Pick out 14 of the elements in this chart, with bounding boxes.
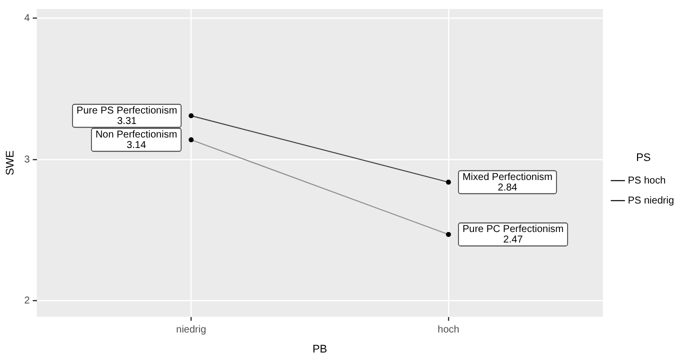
x-axis-title: PB [312, 343, 328, 356]
y-tick-label: 2 [24, 296, 30, 307]
legend-label: PS hoch [628, 175, 666, 186]
x-tick-label: niedrig [176, 324, 206, 336]
y-tick-label: 4 [24, 13, 30, 24]
legend-label: PS niedrig [628, 195, 674, 206]
legend-title: PS [636, 152, 651, 164]
annotation: Pure PC Perfectionism 2.47 [462, 224, 564, 246]
x-tick-label: hoch [438, 324, 460, 336]
annotation: Non Perfectionism 3.14 [95, 130, 178, 152]
annotation: Mixed Perfectionism 2.84 [462, 172, 552, 194]
annotation: Pure PS Perfectionism 3.31 [76, 106, 178, 128]
y-tick-label: 3 [24, 154, 30, 166]
y-axis-title: SWE [4, 150, 17, 176]
